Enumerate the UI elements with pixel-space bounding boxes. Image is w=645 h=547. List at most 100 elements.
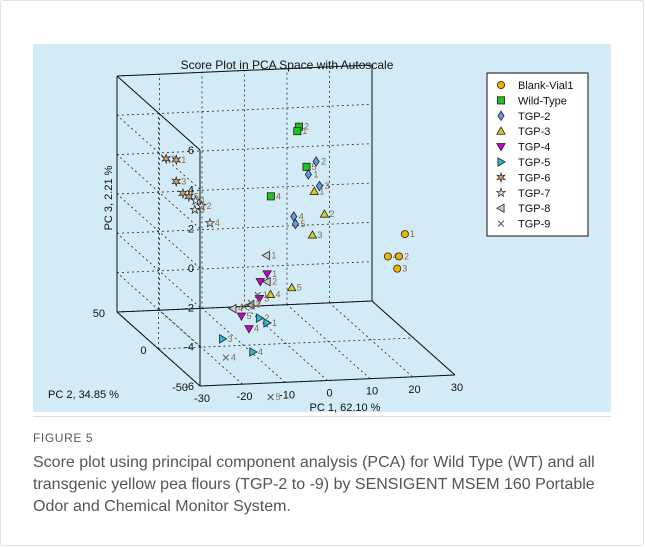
point-label: 5 bbox=[312, 162, 317, 172]
data-point bbox=[249, 347, 258, 357]
point-label: 2 bbox=[171, 154, 176, 164]
point-label: 4 bbox=[254, 324, 259, 334]
grid-line bbox=[244, 306, 328, 381]
data-point bbox=[254, 291, 261, 299]
y-tick-label: 50 bbox=[93, 308, 105, 320]
data-point bbox=[236, 312, 247, 322]
data-point bbox=[293, 127, 302, 136]
data-point bbox=[307, 230, 318, 239]
legend-marker bbox=[497, 157, 506, 167]
data-point bbox=[393, 264, 402, 273]
point-label: 2 bbox=[272, 277, 277, 287]
legend-marker bbox=[496, 96, 505, 105]
grid-lines bbox=[116, 64, 456, 387]
grid-line bbox=[159, 309, 243, 385]
point-label: 1 bbox=[313, 169, 318, 179]
data-point bbox=[222, 354, 230, 361]
data-point bbox=[255, 278, 266, 287]
point-label: 4 bbox=[231, 353, 236, 363]
point-label: 3 bbox=[324, 181, 329, 191]
axis-edge bbox=[116, 311, 201, 387]
point-label: 3 bbox=[264, 293, 269, 303]
point-label: 2 bbox=[264, 313, 269, 323]
data-point bbox=[183, 190, 194, 203]
grid-line bbox=[329, 302, 413, 378]
point-label: 1 bbox=[410, 229, 415, 239]
x-tick-label: -20 bbox=[237, 391, 253, 403]
data-point bbox=[190, 195, 201, 206]
z-tick-label: -4 bbox=[184, 342, 194, 354]
point-label: 3 bbox=[402, 264, 407, 274]
x-tick-label: 30 bbox=[451, 382, 463, 394]
legend: Blank-Vial1 Wild-Type TGP-2 TGP-3 TGP-4 TGP-5… bbox=[486, 72, 589, 237]
legend-entry: TGP-9 bbox=[518, 219, 550, 231]
point-label: 5 bbox=[300, 219, 305, 229]
z-tick-label: 6 bbox=[188, 145, 194, 157]
data-point bbox=[255, 313, 265, 323]
legend-entry: TGP-7 bbox=[518, 188, 550, 200]
point-label: 2 bbox=[256, 298, 261, 308]
data-point bbox=[171, 175, 182, 188]
legend-marker bbox=[496, 81, 505, 90]
point-label: 1 bbox=[272, 269, 277, 279]
data-point bbox=[400, 230, 409, 239]
data-point bbox=[240, 303, 248, 310]
legend-marker bbox=[496, 203, 505, 214]
x-tick-label: -10 bbox=[279, 389, 295, 401]
legend-entry: Blank-Vial1 bbox=[518, 80, 573, 92]
data-point bbox=[312, 156, 320, 167]
point-label: 1 bbox=[272, 318, 277, 328]
point-label: 1 bbox=[271, 250, 276, 260]
pca-score-plot: Score Plot in PCA Space with Autoscale -… bbox=[48, 58, 589, 414]
point-label: 1 bbox=[263, 290, 268, 300]
point-label: 3 bbox=[200, 205, 205, 215]
x-axis-label: PC 1, 62.10 % bbox=[310, 402, 381, 414]
z-tick-label: 4 bbox=[188, 184, 194, 196]
legend-marker bbox=[496, 126, 506, 135]
point-label: 4 bbox=[299, 212, 304, 222]
data-point bbox=[178, 187, 188, 200]
legend-entry: TGP-8 bbox=[518, 203, 550, 215]
point-label: 3 bbox=[317, 230, 322, 240]
axis-edge bbox=[371, 300, 456, 376]
point-label: 4 bbox=[238, 304, 243, 314]
grid-line bbox=[116, 272, 201, 347]
caption-divider bbox=[33, 416, 611, 417]
point-label: 2 bbox=[207, 201, 212, 211]
point-label: 4 bbox=[188, 188, 193, 198]
point-label: 2 bbox=[321, 156, 326, 166]
z-tick-label: -2 bbox=[184, 302, 194, 314]
legend-entry: TGP-6 bbox=[518, 172, 550, 184]
data-point bbox=[189, 204, 201, 215]
point-label: 2 bbox=[329, 209, 334, 219]
z-tick-label: 2 bbox=[188, 224, 194, 236]
point-label: 3 bbox=[249, 302, 254, 312]
point-label: 5 bbox=[194, 192, 199, 202]
z-tick-label: -6 bbox=[184, 381, 194, 393]
data-point bbox=[204, 217, 216, 228]
point-label: 5 bbox=[246, 311, 251, 321]
data-point bbox=[319, 209, 330, 218]
legend-entry: TGP-5 bbox=[518, 157, 550, 169]
data-point bbox=[286, 282, 297, 292]
point-label: 2 bbox=[304, 122, 309, 132]
point-label: 4 bbox=[275, 289, 280, 299]
z-axis-label: PC 3, 2.21 % bbox=[103, 165, 115, 230]
y-tick-label: 0 bbox=[140, 345, 146, 357]
point-label: 1 bbox=[319, 186, 324, 196]
data-point bbox=[304, 168, 312, 180]
legend-entry: Wild-Type bbox=[518, 95, 567, 107]
grid-line bbox=[116, 154, 201, 229]
data-point bbox=[266, 192, 275, 201]
point-label: 5 bbox=[276, 392, 281, 402]
data-point bbox=[263, 318, 272, 328]
axis-edge bbox=[199, 374, 456, 387]
data-point bbox=[302, 162, 311, 171]
grid-line bbox=[116, 193, 201, 269]
axis-edge bbox=[116, 64, 373, 77]
grid-line bbox=[116, 115, 201, 190]
z-tick-label: 0 bbox=[188, 263, 194, 275]
x-tick-label: 20 bbox=[408, 384, 420, 396]
point-label: 1 bbox=[201, 196, 206, 206]
